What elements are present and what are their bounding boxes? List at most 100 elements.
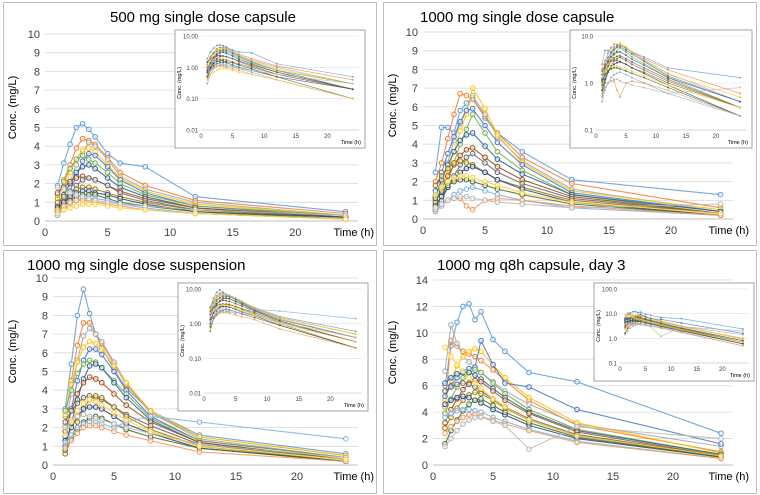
data-point xyxy=(86,156,92,163)
inset-y-tick-label: 0.10 xyxy=(186,97,198,103)
data-point xyxy=(104,182,111,189)
inset-data-point xyxy=(626,312,629,314)
inset-x-axis-label: Time (h) xyxy=(344,403,364,409)
inset-data-point xyxy=(278,310,281,313)
y-tick-label: 5 xyxy=(42,367,48,379)
inset-data-point xyxy=(619,61,621,63)
data-point xyxy=(62,439,68,446)
inset-data-point xyxy=(275,78,278,81)
inset-data-point xyxy=(241,315,243,318)
inset-data-point xyxy=(228,305,231,308)
data-point xyxy=(86,195,92,202)
data-point xyxy=(490,402,496,409)
inset-y-tick-label: 10.0 xyxy=(605,312,617,318)
inset-data-point xyxy=(610,59,612,62)
inset-data-point xyxy=(741,330,744,332)
data-point xyxy=(463,203,470,209)
y-tick-label: 8 xyxy=(42,310,48,322)
y-tick-label: 8 xyxy=(34,66,40,78)
data-point xyxy=(86,374,93,380)
data-point xyxy=(79,177,86,183)
data-point xyxy=(92,152,98,159)
inset-data-point xyxy=(610,55,612,58)
inset-data-point xyxy=(604,78,606,81)
inset-x-tick-label: 0 xyxy=(594,134,598,140)
data-point xyxy=(438,173,445,179)
inset-data-point xyxy=(667,75,669,78)
data-point xyxy=(442,388,448,394)
data-point xyxy=(92,422,99,429)
inset-data-point xyxy=(631,325,634,328)
data-point xyxy=(478,414,484,421)
inset-x-tick-label: 15 xyxy=(693,367,700,373)
inset-data-point xyxy=(613,63,615,66)
data-point xyxy=(466,300,472,307)
data-point xyxy=(99,346,105,352)
inset-data-point xyxy=(607,70,609,72)
data-point xyxy=(718,441,724,447)
y-tick-label: 9 xyxy=(412,46,418,58)
inset-data-point xyxy=(206,75,209,78)
data-point xyxy=(454,394,460,401)
inset-data-point xyxy=(629,327,632,329)
data-point xyxy=(463,147,470,153)
data-point xyxy=(445,165,451,172)
data-point xyxy=(445,150,451,157)
inset-data-point xyxy=(225,297,228,300)
inset-data-point xyxy=(604,86,606,89)
inset-data-point xyxy=(616,66,618,69)
inset-data-point xyxy=(619,54,621,57)
inset-data-point xyxy=(218,307,221,310)
inset-x-axis-label: Time (h) xyxy=(341,140,361,146)
y-tick-label: 0 xyxy=(422,460,428,472)
inset-data-point xyxy=(631,76,633,79)
data-point xyxy=(494,169,501,176)
inset-data-point xyxy=(228,310,231,313)
data-point xyxy=(482,160,488,166)
inset-data-point xyxy=(219,49,221,52)
series-line-s1 xyxy=(56,123,346,213)
inset-data-point xyxy=(680,331,683,334)
data-point xyxy=(569,180,575,187)
x-tick-label: 10 xyxy=(547,471,559,483)
data-point xyxy=(67,199,73,206)
data-point xyxy=(79,158,86,164)
data-point xyxy=(67,165,73,172)
inset-data-point xyxy=(250,73,253,76)
inset-series-line-s10 xyxy=(209,303,356,349)
inset-data-point xyxy=(228,309,231,312)
data-point xyxy=(494,139,501,146)
inset-data-point xyxy=(275,69,278,72)
series-line-s10 xyxy=(64,395,346,462)
data-point xyxy=(482,143,488,149)
inset-data-point xyxy=(253,313,256,316)
inset-x-tick-label: 10 xyxy=(668,367,675,373)
data-point xyxy=(478,378,484,385)
inset-data-point xyxy=(231,50,234,52)
data-point xyxy=(466,348,472,355)
data-point xyxy=(79,163,86,170)
inset-data-point xyxy=(351,97,354,100)
inset-data-point xyxy=(231,69,234,72)
x-axis-label: Time (h) xyxy=(333,227,374,239)
data-point xyxy=(68,407,75,414)
data-point xyxy=(469,105,476,112)
data-point xyxy=(478,337,484,344)
data-point xyxy=(574,433,580,439)
inset-data-point xyxy=(649,321,652,324)
data-point xyxy=(74,407,81,414)
y-tick-label: 2 xyxy=(422,434,428,446)
data-point xyxy=(123,424,129,431)
x-tick-label: 0 xyxy=(42,227,48,239)
data-point xyxy=(111,391,117,397)
inset-data-point xyxy=(354,317,357,320)
inset-data-point xyxy=(607,52,609,55)
inset-data-point xyxy=(610,66,612,68)
inset-data-point xyxy=(351,75,354,78)
inset-data-point xyxy=(667,86,669,89)
y-tick-label: 10 xyxy=(406,27,418,39)
data-point xyxy=(86,363,93,369)
data-point xyxy=(86,310,93,317)
inset-data-point xyxy=(250,51,253,54)
inset-data-point xyxy=(209,326,212,328)
